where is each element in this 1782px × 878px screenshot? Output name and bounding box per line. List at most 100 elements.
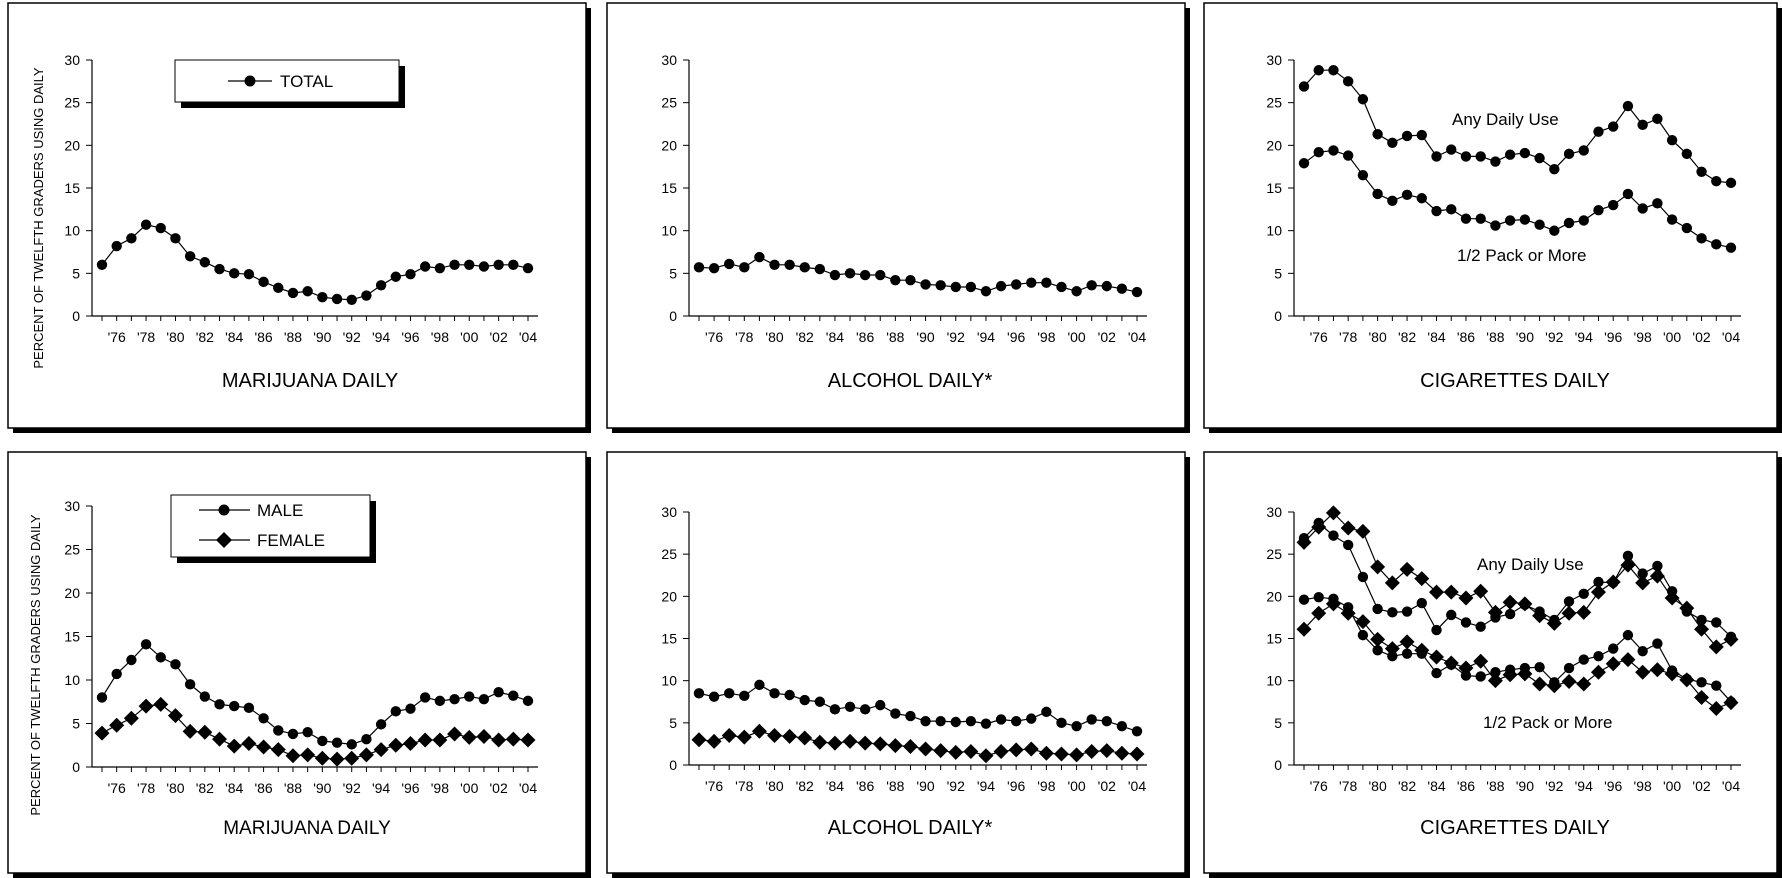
x-tick-label: '88 (1486, 329, 1504, 345)
y-tick-label: 20 (64, 137, 80, 153)
data-point-diamond (993, 744, 1009, 760)
data-point-diamond (812, 734, 828, 750)
x-tick-label: '82 (796, 329, 814, 345)
data-point-circle (1666, 135, 1678, 146)
data-point-diamond (344, 750, 360, 766)
data-point-circle (1725, 177, 1737, 189)
data-point-circle (1357, 170, 1369, 181)
data-point-diamond (388, 737, 404, 753)
y-tick-label: 10 (64, 672, 80, 688)
data-point-circle (1086, 714, 1097, 725)
data-point-circle (1372, 188, 1383, 200)
data-point-diamond (358, 747, 374, 763)
data-point-diamond (1723, 631, 1739, 647)
y-tick-label: 0 (1274, 308, 1282, 324)
x-tick-label: '90 (1516, 778, 1534, 794)
y-tick-label: 15 (1266, 180, 1282, 196)
data-point-circle (258, 276, 269, 288)
x-tick-label: '78 (1339, 329, 1357, 345)
data-point-circle (754, 679, 765, 691)
data-point-diamond (1384, 641, 1400, 657)
data-point-diamond (1502, 594, 1518, 610)
x-tick-label: '02 (1098, 329, 1116, 345)
legend-male-marker (218, 504, 230, 516)
data-point-diamond (1399, 561, 1415, 577)
x-tick-label: '02 (489, 329, 507, 345)
data-point-circle (96, 692, 108, 703)
data-point-circle (844, 268, 856, 279)
data-point-circle (375, 719, 387, 730)
y-tick-label: 25 (661, 95, 677, 111)
data-point-diamond (1325, 596, 1341, 612)
data-point-circle (1026, 713, 1037, 724)
panel-4-title: MARIJUANA DAILY (223, 818, 391, 839)
panel-6-frame (1203, 451, 1778, 874)
data-point-diamond (138, 698, 154, 714)
data-point-diamond (1487, 604, 1503, 620)
data-point-diamond (1429, 649, 1445, 665)
x-tick-label: '78 (137, 329, 155, 345)
data-point-circle (229, 268, 240, 279)
data-point-diamond (1069, 747, 1085, 763)
x-tick-label: '96 (401, 329, 419, 345)
data-point-circle (1490, 220, 1501, 231)
x-tick-label: '78 (735, 778, 753, 794)
data-point-circle (1446, 144, 1457, 155)
data-point-diamond (491, 732, 507, 748)
data-point-circle (799, 262, 810, 273)
y-tick-label: 10 (1266, 673, 1282, 689)
data-point-circle (1578, 145, 1589, 156)
y-tick-label: 25 (1266, 95, 1282, 111)
data-point-circle (1637, 645, 1648, 657)
data-point-circle (1026, 277, 1037, 288)
x-tick-label: '98 (431, 329, 449, 345)
annot-half-pack-bottom: 1/2 Pack or More (1483, 713, 1612, 732)
data-point-circle (317, 292, 328, 303)
data-point-circle (739, 690, 750, 702)
data-point-diamond (1708, 639, 1724, 655)
x-tick-label: '90 (1516, 329, 1534, 345)
data-point-diamond (963, 744, 979, 760)
x-tick-label: '90 (313, 780, 331, 796)
data-point-circle (1622, 188, 1634, 200)
data-point-circle (155, 222, 166, 234)
data-point-diamond (285, 748, 301, 764)
data-point-diamond (1084, 744, 1100, 760)
data-point-diamond (1517, 596, 1533, 612)
data-point-circle (464, 691, 475, 702)
panel-2-title: ALCOHOL DAILY* (828, 370, 993, 392)
x-tick-label: '94 (1575, 329, 1593, 345)
x-tick-label: '84 (1427, 778, 1445, 794)
data-point-circle (1593, 576, 1604, 588)
data-point-circle (1116, 721, 1128, 732)
data-point-circle (1696, 614, 1707, 626)
data-point-diamond (1355, 523, 1371, 539)
x-tick-label: '94 (977, 778, 995, 794)
x-tick-label: '98 (1037, 778, 1055, 794)
x-tick-label: '98 (1634, 329, 1652, 345)
data-point-circle (126, 233, 137, 244)
x-tick-label: '04 (519, 329, 537, 345)
x-tick-label: '92 (1545, 329, 1563, 345)
x-tick-label: '00 (460, 780, 478, 796)
data-point-diamond (918, 741, 934, 757)
data-point-circle (1056, 281, 1067, 293)
data-point-circle (1652, 113, 1663, 125)
data-point-circle (184, 251, 196, 262)
data-point-diamond (1635, 664, 1651, 680)
chart-panel-5: 0 5 10 15 20 25 30 '76 '78 '80 '82 '84 '86 '88 '90 '92 '… (661, 504, 1147, 794)
data-point-circle (243, 268, 255, 280)
y-tick-label: 10 (661, 673, 677, 689)
data-point-circle (111, 240, 122, 252)
data-point-diamond (417, 732, 433, 748)
data-point-circle (493, 259, 504, 270)
y-tick-label: 15 (661, 180, 677, 196)
data-point-circle (390, 271, 401, 282)
data-point-circle (1652, 560, 1663, 572)
y-tick-label: 30 (661, 52, 677, 68)
data-point-diamond (827, 735, 843, 751)
panel-5-title: ALCOHOL DAILY* (828, 817, 993, 839)
data-point-diamond (123, 710, 139, 726)
y-tick-label: 5 (1274, 265, 1282, 281)
